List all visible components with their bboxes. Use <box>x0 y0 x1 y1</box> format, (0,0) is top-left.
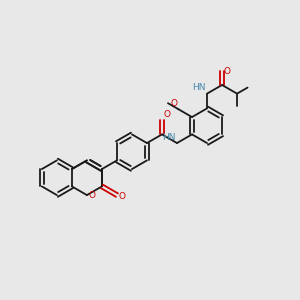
Text: O: O <box>89 190 96 200</box>
Text: O: O <box>118 192 125 201</box>
Text: O: O <box>224 67 230 76</box>
Text: O: O <box>170 99 178 108</box>
Text: HN: HN <box>193 83 206 92</box>
Text: O: O <box>164 110 170 119</box>
Text: HN: HN <box>163 133 176 142</box>
